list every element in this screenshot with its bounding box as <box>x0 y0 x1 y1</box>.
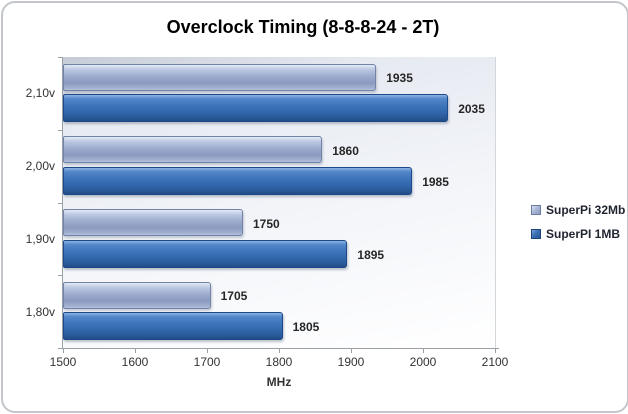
bar-superpi-32mb <box>63 63 377 91</box>
x-tick-label: 1900 <box>337 355 365 369</box>
bar-value-label: 1895 <box>357 247 385 262</box>
x-tick-label: 2000 <box>409 355 437 369</box>
legend-swatch-icon <box>531 229 541 239</box>
bar-value-label: 1705 <box>220 289 248 304</box>
y-axis-tick <box>58 275 63 277</box>
x-axis-tick <box>207 349 208 353</box>
y-tick-label: 2,00v <box>25 159 55 174</box>
legend-label: SuperPI 1MB <box>546 227 621 241</box>
bar-value-label: 1750 <box>253 216 280 231</box>
bar-superpi-32mb <box>63 209 243 236</box>
y-axis-tick <box>58 348 63 349</box>
x-axis-tick <box>135 349 136 353</box>
y-axis-tick <box>58 202 63 204</box>
x-axis-title: MHz <box>266 375 292 389</box>
legend-swatch-icon <box>531 205 541 215</box>
x-axis-tick <box>279 349 280 353</box>
legend-item: SuperPi 32Mb <box>531 203 625 217</box>
bar-superpi-1mb <box>63 166 413 195</box>
x-tick-label: 1600 <box>121 355 149 369</box>
bar-superpi-1mb <box>63 312 283 341</box>
bar-superpi-32mb <box>63 136 323 164</box>
legend: SuperPi 32Mb SuperPI 1MB <box>531 203 625 251</box>
bar-value-label: 1860 <box>332 143 359 158</box>
x-axis-tick <box>495 349 496 353</box>
x-axis-tick <box>351 349 352 353</box>
bar-value-label: 1935 <box>386 71 413 85</box>
bar-superpi-32mb <box>63 281 211 309</box>
y-tick-label: 1,80v <box>25 304 55 319</box>
bar-value-label: 1985 <box>422 174 449 189</box>
bar-value-label: 2035 <box>458 102 485 116</box>
legend-item: SuperPI 1MB <box>531 227 625 241</box>
x-axis-tick <box>63 349 64 353</box>
y-axis-tick <box>58 57 63 58</box>
x-axis-line <box>59 348 499 349</box>
x-tick-label: 2100 <box>481 355 509 369</box>
y-tick-label: 2,10v <box>25 86 55 101</box>
y-axis-tick <box>58 129 63 131</box>
x-tick-label: 1500 <box>49 355 77 369</box>
x-axis-tick <box>423 349 424 353</box>
legend-label: SuperPi 32Mb <box>546 203 626 217</box>
y-tick-label: 1,90v <box>25 231 55 246</box>
bar-value-label: 1805 <box>292 320 320 335</box>
bar-superpi-1mb <box>63 94 449 122</box>
x-tick-label: 1700 <box>193 355 221 369</box>
chart-title: Overclock Timing (8-8-8-24 - 2T) <box>166 17 440 37</box>
bar-superpi-1mb <box>63 239 348 268</box>
x-tick-label: 1800 <box>265 355 293 369</box>
